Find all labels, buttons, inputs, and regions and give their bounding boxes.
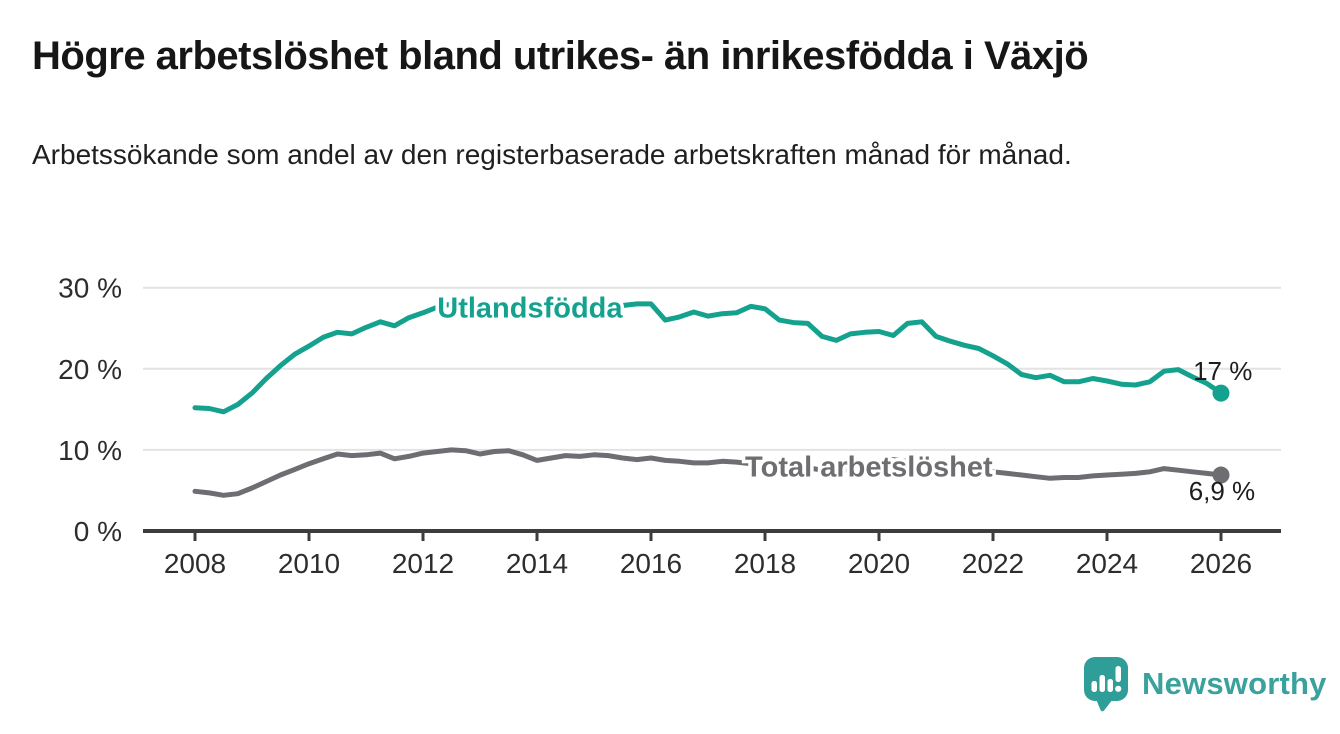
series-end-value-1: 6,9 % [1189, 476, 1256, 506]
series-end-dot-1 [1212, 466, 1230, 484]
x-tick-label: 2018 [734, 548, 796, 579]
series-label-0: Utlandsfödda [437, 293, 623, 325]
series-line-1 [192, 447, 1224, 498]
x-tick-label: 2014 [506, 548, 568, 579]
newsworthy-logo-icon [1084, 657, 1128, 712]
y-tick-label: 30 % [58, 273, 122, 304]
series-end-dot-0 [1212, 384, 1230, 402]
series-label-1: Total arbetslöshet [745, 452, 993, 484]
y-tick-label: 20 % [58, 354, 122, 385]
x-tick-label: 2008 [164, 548, 226, 579]
y-tick-label: 0 % [74, 516, 122, 547]
x-tick-label: 2022 [962, 548, 1024, 579]
series-line-0 [192, 300, 1224, 415]
newsworthy-logo-text: Newsworthy [1142, 666, 1327, 701]
x-tick-label: 2024 [1076, 548, 1138, 579]
y-tick-label: 10 % [58, 435, 122, 466]
newsworthy-logo: Newsworthy [1083, 655, 1327, 713]
x-tick-label: 2026 [1190, 548, 1252, 579]
x-tick-label: 2012 [392, 548, 454, 579]
x-tick-label: 2020 [848, 548, 910, 579]
chart-subtitle: Arbetssökande som andel av den registerb… [32, 139, 1072, 170]
series-end-value-0: 17 % [1193, 356, 1252, 386]
x-tick-label: 2010 [278, 548, 340, 579]
x-tick-label: 2016 [620, 548, 682, 579]
chart-title: Högre arbetslöshet bland utrikes- än inr… [32, 34, 1089, 78]
